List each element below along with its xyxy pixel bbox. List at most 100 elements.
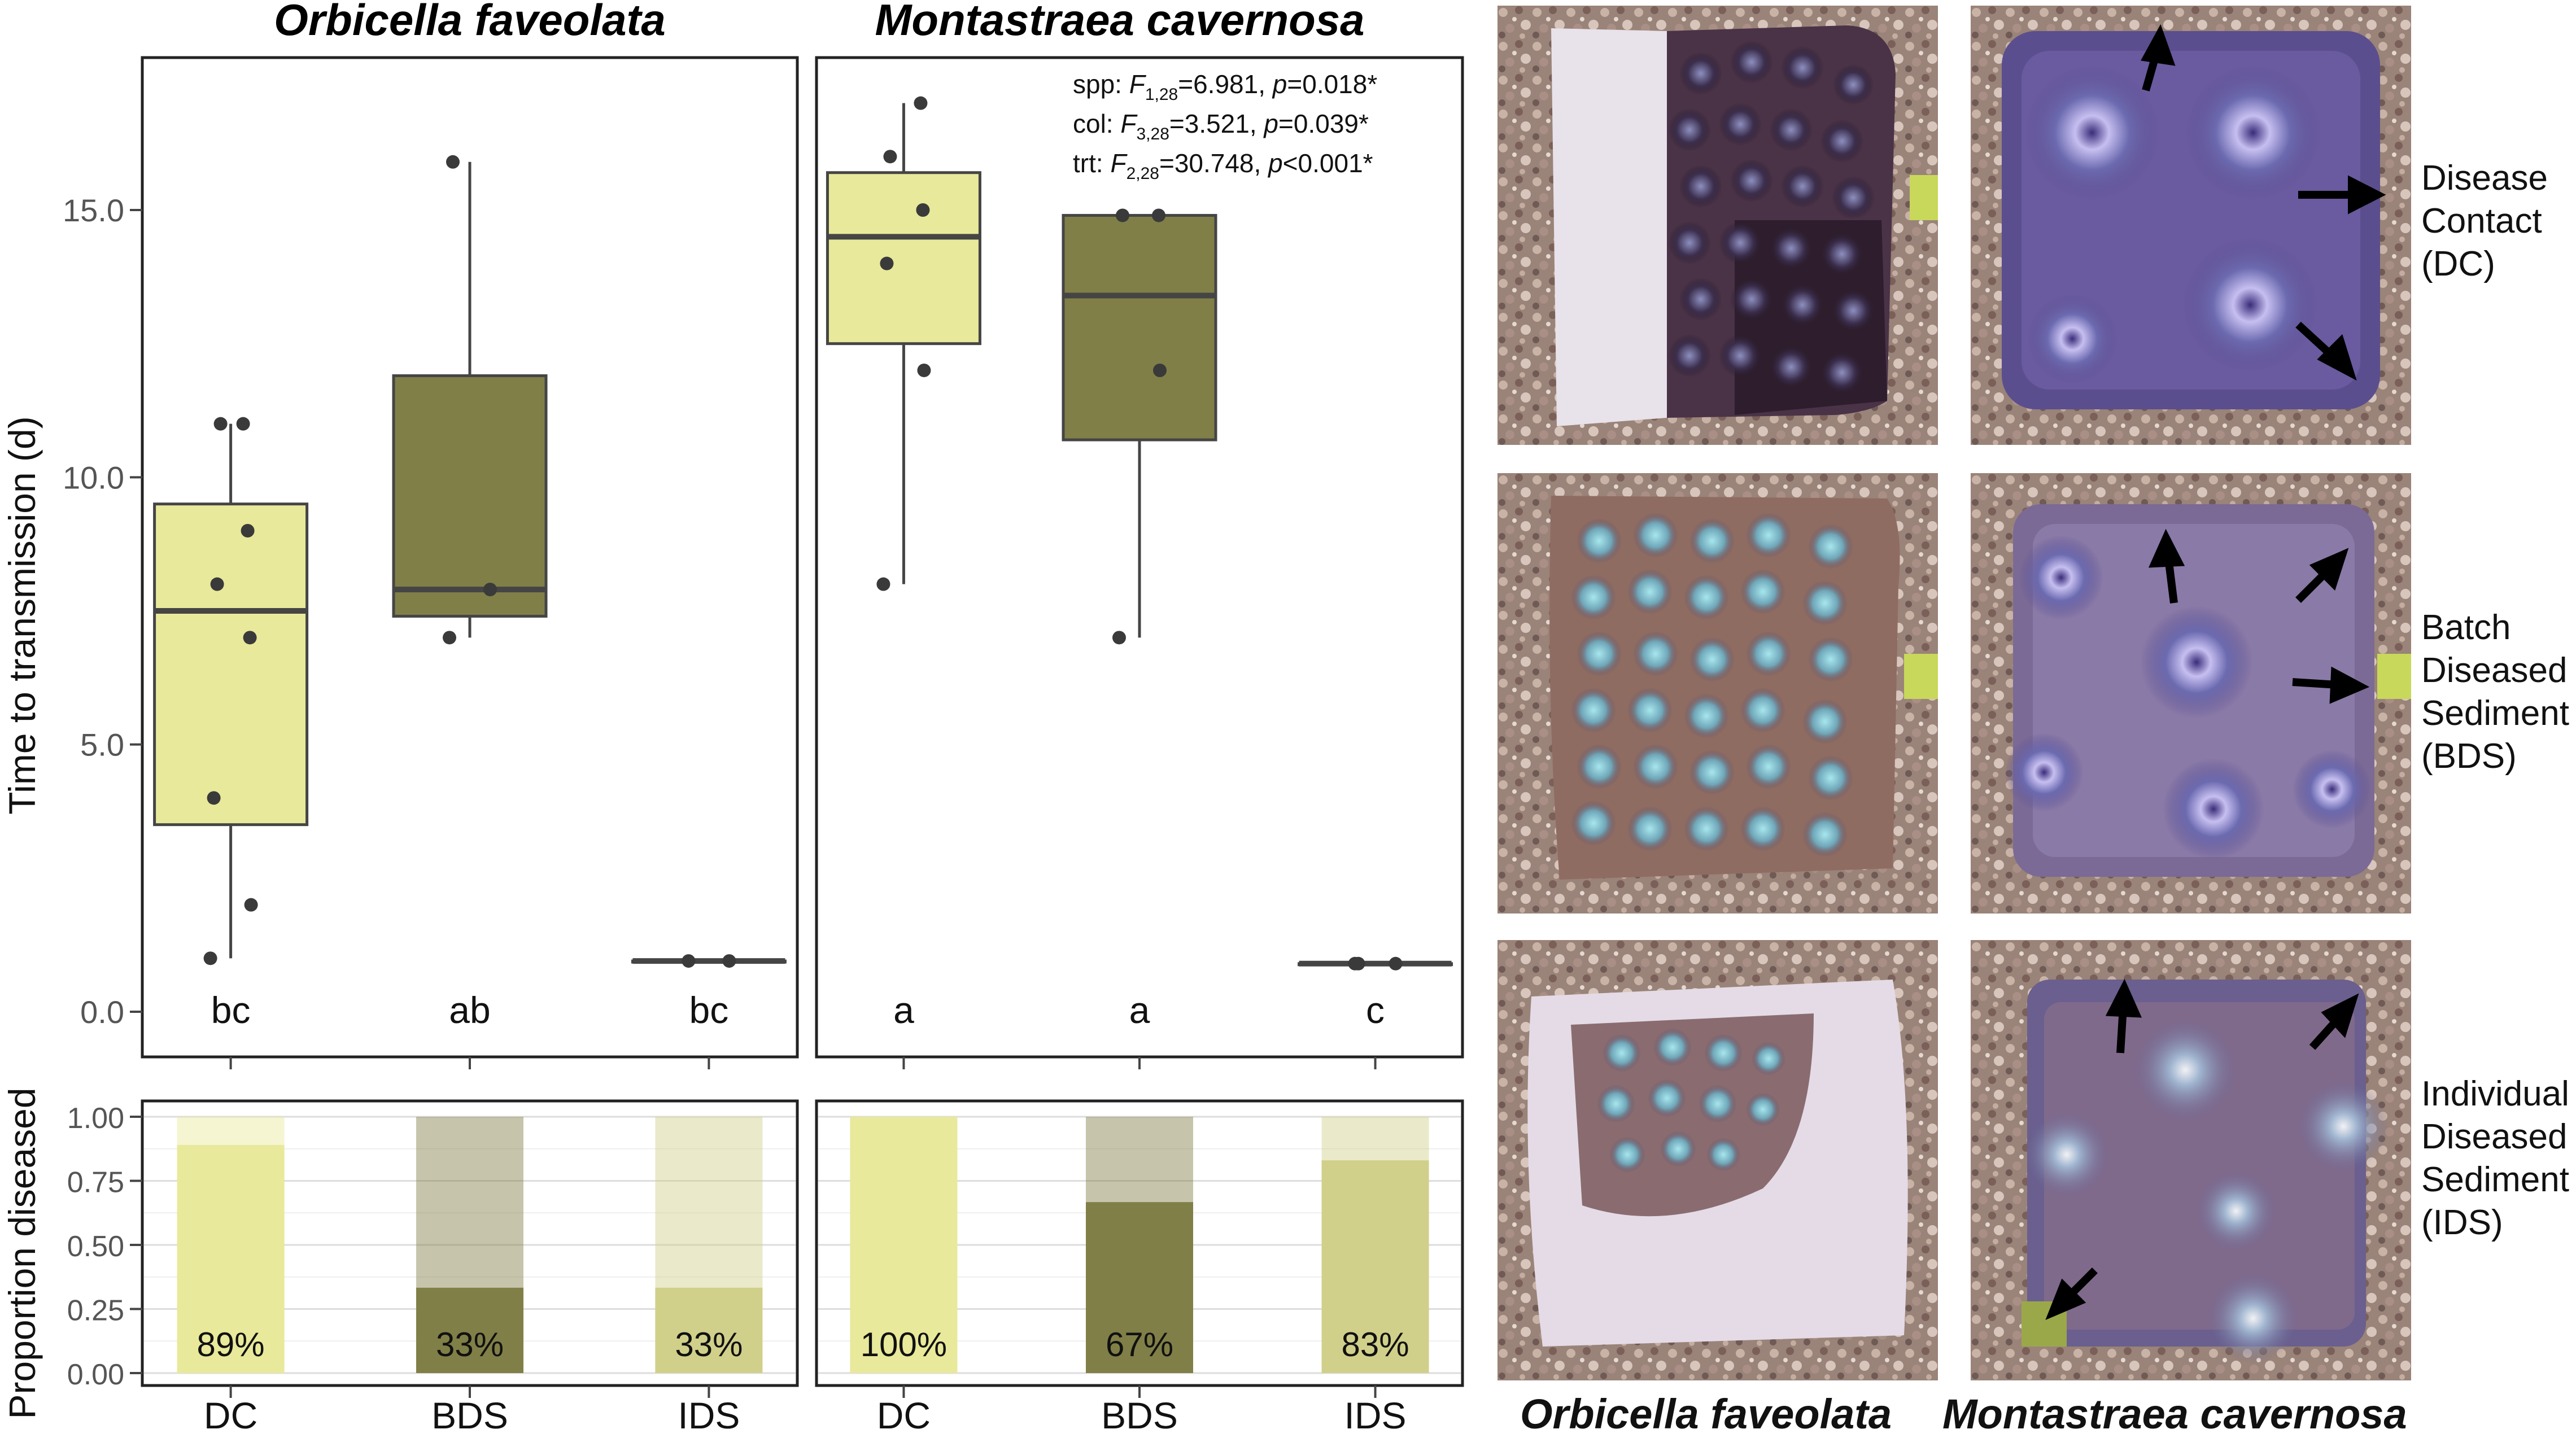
of-x-tick-label: IDS — [678, 1395, 740, 1436]
treatment-label-line: Batch — [2421, 608, 2511, 647]
of-point-dc — [213, 417, 228, 431]
mc-box-dc — [826, 171, 981, 346]
of-point-dc — [243, 631, 257, 645]
mc-point-bds — [1153, 364, 1167, 377]
mc-point-dc — [916, 203, 930, 217]
mc-x-tick-label: BDS — [1101, 1395, 1178, 1436]
photo-caption-of: Orbicella faveolata — [1520, 1391, 1892, 1437]
of-bar-ids — [655, 1287, 763, 1373]
treatment-label-line: Individual — [2421, 1074, 2569, 1113]
mc-box-bds — [1062, 213, 1217, 442]
arrow-icon — [2141, 24, 2386, 381]
box-y-tick-label: 10.0 — [63, 460, 124, 495]
photo-caption-mc: Montastraea cavernosa — [1942, 1391, 2407, 1437]
stats-col-stat: F — [1120, 109, 1138, 138]
treatment-label-line: Sediment — [2421, 1160, 2569, 1199]
of-point-dc — [207, 791, 221, 805]
mc-bar-ids — [1321, 1160, 1429, 1373]
treatment-label-line: (IDS) — [2421, 1203, 2503, 1242]
photo-of-bds — [1497, 473, 1938, 913]
of-point-ids — [682, 954, 696, 968]
of-letter-ids: bc — [689, 989, 729, 1031]
stats-trt-prefix: trt: — [1073, 148, 1110, 178]
mc-point-bds — [1152, 208, 1165, 222]
of-bar-panel: 89% DC 33% BDS 33% IDS 0.00 0.25 0.50 0.75 1.00 — [67, 1099, 799, 1436]
of-bar-dc — [177, 1144, 285, 1373]
stats-spp-df: 1,28 — [1145, 85, 1178, 104]
of-bar-label-ids: 33% — [675, 1326, 743, 1363]
stats-col-p: p — [1263, 109, 1278, 138]
box-y-tick-label: 0.0 — [80, 994, 124, 1030]
stats-col-prefix: col: — [1073, 109, 1120, 138]
mc-point-dc — [917, 364, 931, 377]
stats-line-col: col: F3,28=3.521, p=0.039* — [1073, 109, 1369, 143]
stats-line-trt: trt: F2,28=30.748, p<0.001* — [1073, 148, 1373, 183]
of-bar-label-dc: 89% — [197, 1326, 265, 1363]
of-point-dc — [203, 951, 217, 965]
mc-letter-dc: a — [893, 989, 914, 1031]
arrow-icon — [2148, 528, 2370, 704]
of-panel-title: Orbicella faveolata — [274, 0, 666, 45]
mc-letter-ids: c — [1366, 989, 1385, 1031]
stats-spp-value: =6.981, — [1178, 69, 1273, 99]
mc-point-dc — [914, 96, 928, 110]
mc-point-bds — [1116, 208, 1129, 222]
treatment-label-line: Diseased — [2421, 1117, 2568, 1156]
of-point-dc — [210, 577, 224, 591]
of-point-ids — [722, 954, 736, 968]
of-x-tick-label: DC — [204, 1395, 257, 1436]
stats-col-pval: =0.039* — [1278, 109, 1369, 138]
box-y-tick-label: 5.0 — [80, 727, 124, 763]
treatment-label-ids: Individual Diseased Sediment (IDS) — [2421, 1073, 2569, 1244]
treatment-label-line: Diseased — [2421, 651, 2568, 690]
treatment-label-bds: Batch Diseased Sediment (BDS) — [2421, 606, 2569, 778]
treatment-label-line: (DC) — [2421, 244, 2495, 283]
stats-trt-value: =30.748, — [1159, 148, 1268, 178]
of-box-bds — [392, 374, 548, 618]
of-bar-label-bds: 33% — [436, 1326, 504, 1363]
bar-y-tick-label: 0.75 — [67, 1166, 124, 1199]
photo-of-ids — [1497, 940, 1938, 1380]
mc-bar-label-ids: 83% — [1342, 1326, 1409, 1363]
photo-of-dc — [1497, 6, 1938, 445]
mc-point-ids — [1351, 956, 1365, 971]
of-point-bds — [446, 155, 460, 169]
bar-y-tick-label: 0.00 — [67, 1358, 124, 1391]
mc-bar-dc — [850, 1117, 958, 1373]
bar-y-axis-label: Proportion diseased — [1, 1087, 43, 1419]
of-box-dc — [153, 502, 309, 827]
mc-bar-panel: 100% DC 67% BDS 83% IDS — [815, 1099, 1464, 1436]
stats-trt-stat: F — [1110, 148, 1128, 178]
of-x-tick-label: BDS — [431, 1395, 508, 1436]
stats-spp-p: p — [1272, 69, 1287, 99]
treatment-label-line: Sediment — [2421, 694, 2569, 733]
mc-x-tick-label: IDS — [1344, 1395, 1407, 1436]
bar-y-tick-label: 1.00 — [67, 1102, 124, 1135]
of-letter-bds: ab — [449, 989, 490, 1031]
stats-col-df: 3,28 — [1136, 125, 1169, 143]
stats-col-value: =3.521, — [1169, 109, 1264, 138]
treatment-label-line: Contact — [2421, 202, 2542, 241]
bar-y-tick-label: 0.50 — [67, 1230, 124, 1263]
mc-x-tick-label: DC — [877, 1395, 931, 1436]
of-point-dc — [236, 417, 250, 431]
photo-mc-bds — [1971, 473, 2411, 913]
bar-y-tick-label: 0.25 — [67, 1295, 124, 1327]
box-y-axis-label: Time to transmission (d) — [1, 416, 43, 814]
of-point-bds — [443, 631, 456, 645]
arrow-icon — [2045, 978, 2359, 1321]
stats-line-spp: spp: F1,28=6.981, p=0.018* — [1073, 69, 1377, 104]
of-point-bds — [483, 583, 497, 597]
mc-letter-bds: a — [1129, 989, 1150, 1031]
stats-trt-pval: <0.001* — [1283, 148, 1373, 178]
mc-bar-label-dc: 100% — [861, 1326, 947, 1363]
of-letter-dc: bc — [211, 989, 251, 1031]
mc-bar-label-bds: 67% — [1106, 1326, 1173, 1363]
of-box-panel: bc ab bc 0.0 5.0 10.0 15.0 — [63, 56, 799, 1069]
mc-point-ids — [1389, 956, 1403, 971]
of-point-dc — [241, 524, 255, 537]
stats-spp-pval: =0.018* — [1287, 69, 1377, 99]
stats-trt-p: p — [1267, 148, 1283, 178]
mc-point-bds — [1112, 631, 1126, 645]
